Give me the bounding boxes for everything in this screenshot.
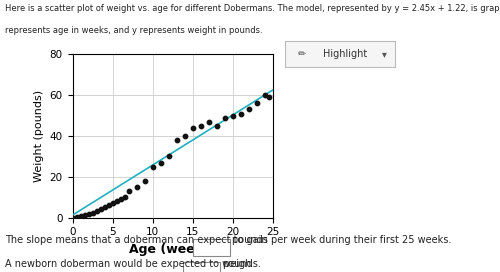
Point [80,212,88,217]
Point [92,209,100,214]
Point [148,164,156,169]
Point [140,179,148,183]
Point [116,197,124,201]
Point [164,154,172,159]
Point [212,123,220,128]
X-axis label: Age (weeks): Age (weeks) [129,243,216,256]
Point [172,138,180,142]
Point [88,210,96,215]
Point [68,215,76,220]
Point [132,185,140,189]
Point [264,95,272,99]
Point [120,195,128,199]
Text: ✏: ✏ [298,49,306,59]
Point [260,93,268,97]
Text: Here is a scatter plot of weight vs. age for different Dobermans. The model, rep: Here is a scatter plot of weight vs. age… [5,4,500,13]
Point [96,207,104,212]
Point [76,213,84,218]
Point [228,113,236,118]
Text: A newborn doberman would be expected to weigh: A newborn doberman would be expected to … [5,259,252,269]
Point [252,101,260,106]
Point [100,205,108,209]
Point [72,214,80,219]
Point [244,107,252,112]
Text: represents age in weeks, and y represents weight in pounds.: represents age in weeks, and y represent… [5,26,262,35]
Point [156,160,164,165]
Point [204,119,212,124]
Point [196,123,204,128]
Point [220,115,228,120]
Point [188,126,196,130]
Point [124,189,132,193]
Point [104,203,112,208]
Text: pounds.: pounds. [222,259,262,269]
Point [112,199,120,203]
Point [84,211,92,216]
Text: pounds per week during their first 25 weeks.: pounds per week during their first 25 we… [232,235,452,245]
Point [108,201,116,206]
Text: Highlight: Highlight [324,49,368,59]
Y-axis label: Weight (pounds): Weight (pounds) [34,90,44,182]
Point [236,111,244,116]
Point [180,134,188,138]
Text: ▾: ▾ [382,49,386,59]
Text: The slope means that a doberman can expect to gain: The slope means that a doberman can expe… [5,235,268,245]
